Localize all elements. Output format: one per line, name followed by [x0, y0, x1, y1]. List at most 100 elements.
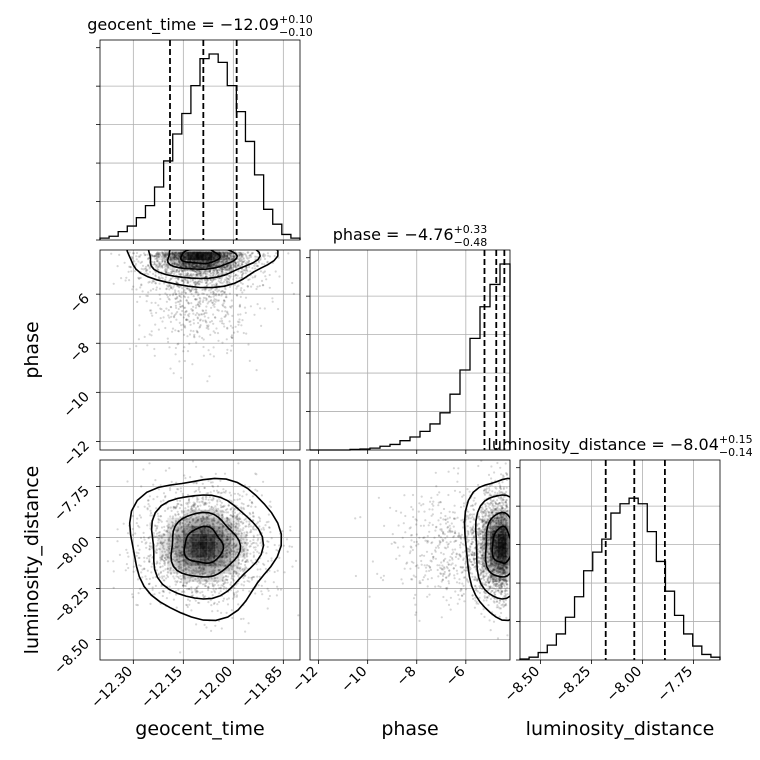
sample-point: [196, 257, 200, 260]
sample-point: [238, 573, 241, 576]
sample-point: [169, 258, 172, 261]
sample-point: [187, 254, 190, 257]
sample-point: [201, 534, 204, 537]
sample-point: [255, 522, 258, 525]
sample-point: [217, 309, 220, 312]
sample-point: [208, 289, 211, 292]
sample-point: [270, 557, 273, 560]
sample-point: [168, 536, 171, 539]
sample-point: [214, 256, 217, 259]
sample-point: [166, 337, 169, 340]
sample-point: [215, 521, 218, 525]
sample-point: [246, 548, 249, 552]
sample-point: [267, 597, 270, 601]
sample-point: [136, 578, 140, 581]
sample-point: [154, 524, 157, 528]
sample-point: [206, 259, 210, 262]
density-cell: [167, 525, 176, 534]
sample-point: [203, 266, 206, 269]
sample-point: [243, 580, 246, 583]
sample-point: [190, 252, 194, 255]
sample-point: [195, 516, 198, 519]
sample-point: [198, 272, 202, 275]
sample-point: [208, 555, 211, 559]
sample-point: [230, 609, 233, 612]
sample-point: [227, 274, 230, 277]
sample-point: [178, 360, 181, 363]
sample-point: [209, 257, 212, 260]
sample-point: [213, 278, 216, 281]
sample-point: [224, 575, 227, 578]
sample-point: [201, 570, 204, 573]
sample-point: [193, 505, 196, 509]
sample-point: [153, 593, 156, 596]
sample-point: [225, 535, 228, 538]
sample-point: [178, 565, 181, 568]
sample-point: [502, 557, 505, 560]
sample-point: [244, 517, 247, 520]
sample-point: [246, 260, 249, 263]
sample-point: [210, 538, 213, 541]
sample-point: [155, 548, 158, 551]
sample-point: [248, 256, 251, 259]
sample-point: [198, 572, 201, 576]
sample-point: [240, 507, 243, 510]
sample-point: [188, 264, 191, 267]
sample-point: [219, 290, 223, 293]
sample-point: [176, 310, 179, 314]
sample-point: [243, 547, 246, 551]
sample-point: [188, 342, 191, 345]
sample-point: [506, 524, 509, 527]
sample-point: [178, 560, 181, 564]
sample-point: [197, 571, 200, 574]
sample-point: [206, 259, 209, 262]
sample-point: [196, 254, 199, 257]
sample-point: [161, 320, 164, 323]
sample-point: [204, 558, 207, 561]
sample-point: [178, 549, 181, 552]
density-cell: [215, 565, 224, 574]
sample-point: [170, 277, 173, 281]
density-cell: [180, 260, 188, 268]
sample-point: [187, 302, 190, 305]
sample-point: [157, 534, 160, 537]
sample-point: [198, 490, 201, 493]
sample-point: [478, 596, 481, 599]
sample-point: [252, 546, 255, 549]
sample-point: [195, 288, 198, 291]
density-cell: [183, 509, 192, 518]
sample-point: [148, 582, 151, 585]
sample-point: [182, 263, 185, 266]
sample-point: [180, 578, 183, 581]
sample-point: [200, 274, 203, 277]
sample-point: [178, 260, 181, 263]
sample-point: [217, 512, 220, 515]
sample-point: [209, 557, 212, 561]
sample-point: [221, 341, 224, 344]
sample-point: [188, 312, 191, 315]
sample-point: [189, 544, 192, 548]
sample-point: [204, 551, 207, 554]
sample-point: [157, 328, 160, 331]
density-cell: [514, 534, 522, 542]
sample-point: [158, 261, 161, 264]
sample-point: [155, 286, 158, 289]
sample-point: [128, 265, 131, 268]
sample-point: [214, 540, 217, 544]
sample-point: [224, 529, 227, 532]
sample-point: [237, 253, 240, 257]
sample-point: [197, 555, 200, 558]
sample-point: [184, 477, 187, 480]
sample-point: [262, 284, 265, 287]
sample-point: [204, 550, 207, 553]
sample-point: [198, 579, 201, 582]
sample-point: [209, 264, 212, 268]
sample-point: [235, 264, 238, 267]
sample-point: [175, 251, 178, 254]
sample-point: [178, 286, 181, 289]
sample-point: [230, 258, 233, 261]
sample-point: [165, 548, 168, 552]
sample-point: [215, 509, 218, 512]
sample-point: [268, 255, 272, 258]
sample-point: [146, 258, 150, 261]
